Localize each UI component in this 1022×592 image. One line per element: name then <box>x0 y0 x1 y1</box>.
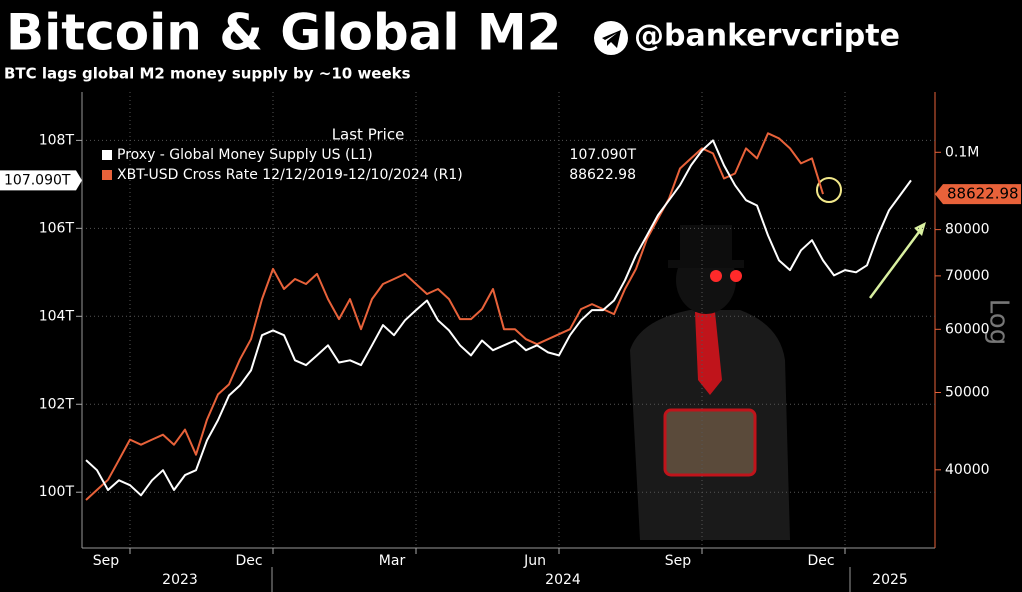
y2-tick-label: 0.1M <box>945 144 979 160</box>
arrow-head <box>914 222 926 236</box>
handle: @bankervcripte <box>634 19 900 54</box>
annotation-arrow <box>868 222 926 299</box>
arrow-shaft <box>868 227 924 299</box>
chart-title: Bitcoin & Global M2 <box>6 4 561 62</box>
legend-value: 88622.98 <box>569 167 636 183</box>
figure-eye <box>730 270 742 282</box>
x-tick-label: Dec <box>235 553 262 569</box>
x-tick-label: Mar <box>379 553 406 569</box>
y2-tick-label: 60000 <box>945 321 990 337</box>
x-tick-label: Sep <box>665 553 692 569</box>
illustration <box>630 225 790 540</box>
x-year-label: 2025 <box>872 572 908 588</box>
figure-briefcase <box>663 408 757 477</box>
telegram-plane <box>602 30 621 48</box>
legend-label: XBT-USD Cross Rate 12/12/2019-12/10/2024… <box>117 167 463 183</box>
annotation-circle <box>816 177 842 203</box>
legend-swatch <box>102 170 112 180</box>
price-tag-label: 107.090T <box>4 172 71 188</box>
legend-header: Last Price <box>332 126 405 144</box>
series-line <box>85 132 824 501</box>
telegram-icon <box>594 21 628 55</box>
y2-axis-label: Log <box>984 299 1014 345</box>
price-tag <box>0 170 82 191</box>
y2-tick-label: 70000 <box>945 268 990 284</box>
x-tick-label: Dec <box>807 553 834 569</box>
price-tag <box>935 184 1021 205</box>
figure-eye <box>710 270 722 282</box>
y-tick-label: 100T <box>39 484 75 500</box>
figure-hat-brim <box>668 260 744 268</box>
y-tick-label: 108T <box>39 132 75 148</box>
x-tick-label: Jun <box>523 553 546 569</box>
y2-tick-label: 80000 <box>945 222 990 238</box>
y-tick-label: 106T <box>39 220 75 236</box>
y-tick-label: 104T <box>39 308 75 324</box>
x-tick-label: Sep <box>93 553 120 569</box>
y2-tick-label: 40000 <box>945 462 990 478</box>
x-year-label: 2024 <box>545 572 581 588</box>
price-tag-label: 88622.98 <box>947 185 1019 203</box>
legend-value: 107.090T <box>570 147 637 163</box>
y-tick-label: 102T <box>39 396 75 412</box>
y2-tick-label: 50000 <box>945 384 990 400</box>
figure-hat <box>680 225 732 265</box>
series-line <box>85 139 912 497</box>
legend-swatch <box>102 150 112 160</box>
subtitle: BTC lags global M2 money supply by ~10 w… <box>4 65 411 83</box>
x-year-label: 2023 <box>162 572 198 588</box>
legend-label: Proxy - Global Money Supply US (L1) <box>117 147 373 163</box>
